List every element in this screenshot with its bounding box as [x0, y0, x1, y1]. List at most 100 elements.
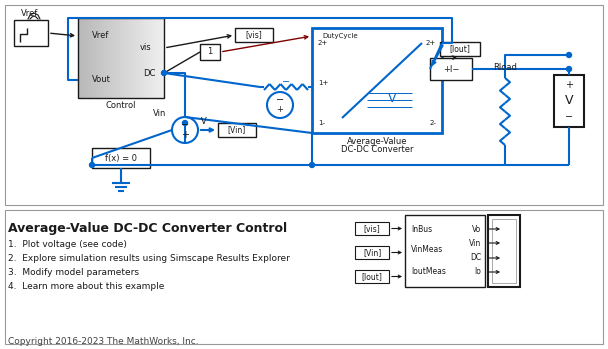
- Text: −: −: [276, 95, 284, 105]
- Text: Control: Control: [106, 101, 136, 110]
- Bar: [84, 18, 85, 98]
- Bar: [82, 18, 83, 98]
- Bar: [158, 18, 159, 98]
- Bar: [91, 18, 92, 98]
- Text: −: −: [565, 112, 573, 122]
- Bar: [113, 18, 114, 98]
- Text: Average-Value: Average-Value: [347, 136, 407, 146]
- Bar: [111, 18, 112, 98]
- Bar: [162, 18, 163, 98]
- Bar: [149, 18, 150, 98]
- Bar: [140, 18, 141, 98]
- Bar: [105, 18, 106, 98]
- Text: V: V: [201, 118, 207, 126]
- Bar: [153, 18, 154, 98]
- Bar: [123, 18, 124, 98]
- Text: DC: DC: [143, 68, 156, 77]
- Text: [Vin]: [Vin]: [363, 248, 381, 257]
- Text: Copyright 2016-2023 The MathWorks, Inc.: Copyright 2016-2023 The MathWorks, Inc.: [8, 337, 199, 346]
- Text: 4.  Learn more about this example: 4. Learn more about this example: [8, 282, 164, 291]
- Bar: [102, 18, 103, 98]
- Bar: [151, 18, 152, 98]
- Text: Vref: Vref: [92, 31, 109, 40]
- Bar: [235, 28, 273, 42]
- Text: Vref: Vref: [21, 8, 39, 17]
- Bar: [104, 18, 105, 98]
- Bar: [488, 215, 520, 287]
- Bar: [79, 18, 80, 98]
- Bar: [145, 18, 146, 98]
- Bar: [134, 18, 135, 98]
- Bar: [78, 18, 79, 98]
- Bar: [118, 18, 119, 98]
- Bar: [89, 18, 90, 98]
- Bar: [135, 18, 136, 98]
- Text: −: −: [181, 120, 189, 130]
- Bar: [99, 18, 100, 98]
- Bar: [110, 18, 111, 98]
- Text: VinMeas: VinMeas: [411, 245, 443, 254]
- Bar: [133, 18, 134, 98]
- Text: 2+: 2+: [426, 40, 436, 46]
- Bar: [146, 18, 147, 98]
- Bar: [143, 18, 144, 98]
- Bar: [90, 18, 91, 98]
- Bar: [147, 18, 148, 98]
- Bar: [160, 18, 161, 98]
- Bar: [80, 18, 81, 98]
- Text: DutyCycle: DutyCycle: [322, 33, 358, 39]
- Bar: [124, 18, 125, 98]
- Text: [vis]: [vis]: [246, 30, 263, 39]
- Circle shape: [567, 52, 572, 58]
- Bar: [88, 18, 89, 98]
- Text: [Vin]: [Vin]: [228, 126, 246, 134]
- Text: Average-Value DC-DC Converter Control: Average-Value DC-DC Converter Control: [8, 222, 287, 235]
- Text: +: +: [181, 130, 189, 140]
- Bar: [129, 18, 130, 98]
- Bar: [148, 18, 149, 98]
- Text: 2-: 2-: [429, 120, 436, 126]
- Text: Vo: Vo: [472, 224, 481, 233]
- Text: +: +: [565, 80, 573, 90]
- Circle shape: [89, 163, 94, 168]
- Bar: [100, 18, 101, 98]
- Bar: [440, 42, 480, 56]
- Bar: [112, 18, 113, 98]
- Bar: [157, 18, 158, 98]
- Bar: [141, 18, 142, 98]
- Bar: [218, 123, 256, 137]
- Bar: [92, 18, 93, 98]
- Bar: [150, 18, 151, 98]
- Text: IoutMeas: IoutMeas: [411, 267, 446, 276]
- Bar: [161, 18, 162, 98]
- Bar: [139, 18, 140, 98]
- Bar: [114, 18, 115, 98]
- Circle shape: [267, 92, 293, 118]
- Bar: [5, 5, 603, 205]
- Text: 1.  Plot voltage (see code): 1. Plot voltage (see code): [8, 240, 127, 249]
- Text: [Iout]: [Iout]: [449, 45, 471, 53]
- Text: Vout: Vout: [92, 75, 111, 84]
- Text: Vin: Vin: [153, 109, 167, 118]
- Circle shape: [182, 120, 187, 126]
- Bar: [155, 18, 156, 98]
- Bar: [355, 222, 389, 235]
- Bar: [101, 18, 102, 98]
- Bar: [126, 18, 127, 98]
- Text: DC: DC: [470, 253, 481, 262]
- Text: 3.  Modify model parameters: 3. Modify model parameters: [8, 268, 139, 277]
- Bar: [96, 18, 97, 98]
- Bar: [119, 18, 120, 98]
- Bar: [81, 18, 82, 98]
- Bar: [5, 210, 603, 344]
- Text: −: −: [282, 77, 290, 87]
- Text: Rload: Rload: [493, 62, 517, 72]
- Bar: [138, 18, 139, 98]
- Bar: [144, 18, 145, 98]
- Text: V: V: [565, 95, 573, 107]
- Text: 1: 1: [207, 47, 213, 57]
- Bar: [142, 18, 143, 98]
- Bar: [405, 215, 485, 287]
- Circle shape: [162, 70, 167, 75]
- Bar: [137, 18, 138, 98]
